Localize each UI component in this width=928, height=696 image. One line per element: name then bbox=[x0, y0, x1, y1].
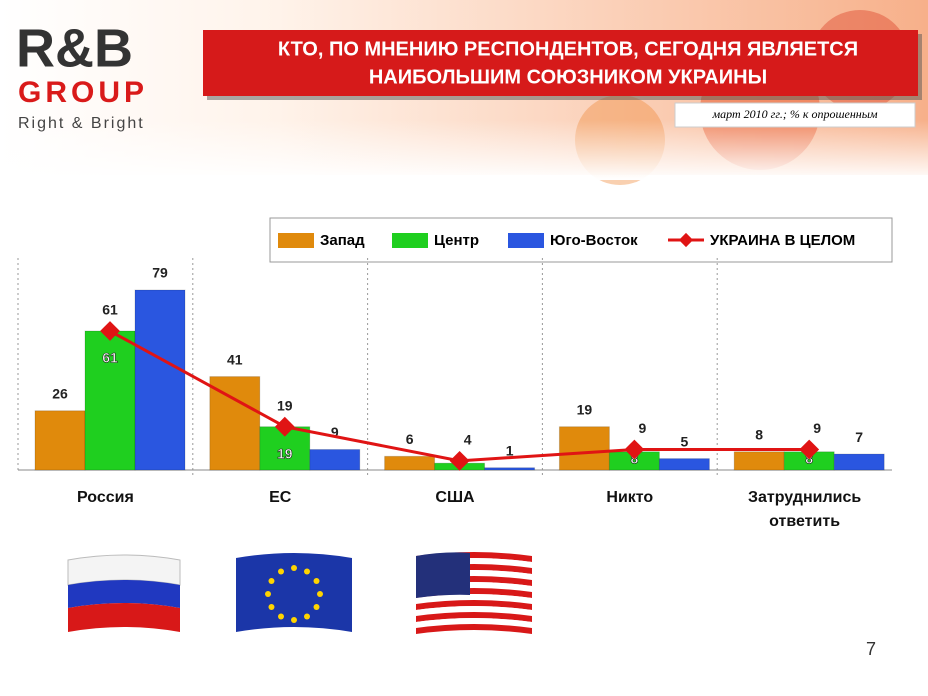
star bbox=[278, 568, 284, 575]
bar bbox=[34, 410, 86, 471]
legend-marker bbox=[678, 232, 694, 248]
legend-label: Запад bbox=[320, 232, 365, 249]
bar bbox=[658, 458, 710, 471]
value-label: 19 bbox=[577, 401, 593, 417]
flag-russia bbox=[67, 554, 181, 632]
category-label: Никто bbox=[606, 489, 654, 506]
stripe bbox=[416, 600, 532, 610]
legend-box bbox=[269, 217, 893, 263]
stripe bbox=[416, 624, 532, 634]
stripe bbox=[416, 618, 532, 628]
title: НАИБОЛЬШИМ СОЮЗНИКОМ УКРАИНЫ bbox=[369, 66, 767, 88]
value-label: 9 bbox=[813, 420, 821, 436]
legend-swatch bbox=[278, 233, 314, 248]
value-label: 26 bbox=[52, 385, 68, 401]
title-banner bbox=[203, 30, 918, 96]
line-marker bbox=[100, 321, 120, 341]
category-label: Россия bbox=[76, 489, 134, 506]
star bbox=[265, 591, 271, 597]
value-label: 9 bbox=[639, 420, 647, 436]
category-label: ЕС bbox=[269, 489, 292, 506]
bar bbox=[733, 451, 785, 471]
line-marker bbox=[799, 439, 820, 460]
flag-usa bbox=[416, 552, 532, 634]
value-label: 6 bbox=[406, 431, 414, 447]
legend-label: УКРАИНА В ЦЕЛОМ bbox=[710, 232, 855, 249]
line-marker bbox=[449, 450, 470, 471]
value-label: 1 bbox=[506, 442, 514, 458]
stripe bbox=[416, 594, 532, 604]
value-label: 19 bbox=[277, 445, 293, 461]
legend-swatch bbox=[508, 233, 544, 248]
legend-label: Юго-Восток bbox=[550, 232, 638, 249]
value-label: 9 bbox=[331, 424, 339, 440]
bar bbox=[309, 448, 361, 471]
star bbox=[291, 565, 297, 571]
note: март 2010 гг.; % к опрошенным bbox=[711, 107, 877, 121]
star bbox=[313, 578, 320, 584]
value-label: 5 bbox=[681, 433, 689, 449]
note-box bbox=[674, 102, 916, 128]
star bbox=[268, 578, 275, 584]
category-label: Затруднились ответить bbox=[747, 489, 862, 530]
category-label: США bbox=[435, 489, 475, 506]
line-marker bbox=[624, 439, 645, 460]
value-label: 61 bbox=[102, 302, 118, 318]
value-label: 7 bbox=[855, 429, 863, 445]
bar bbox=[134, 289, 186, 471]
value-label: 79 bbox=[152, 265, 168, 281]
bar bbox=[484, 467, 536, 471]
star bbox=[304, 613, 310, 620]
logo-group: GROUP bbox=[18, 76, 148, 109]
value-label: 61 bbox=[102, 350, 118, 366]
stripe bbox=[416, 612, 532, 622]
flag-eu bbox=[236, 553, 352, 632]
bar bbox=[209, 376, 261, 471]
value-label: 41 bbox=[227, 351, 243, 367]
star bbox=[268, 604, 275, 610]
star bbox=[304, 568, 310, 575]
logo-tagline: Right & Bright bbox=[18, 115, 145, 132]
canton bbox=[416, 552, 470, 598]
header-fade bbox=[0, 120, 928, 180]
bar bbox=[558, 426, 610, 471]
bar bbox=[833, 453, 885, 471]
star bbox=[278, 613, 284, 620]
legend-label: Центр bbox=[434, 232, 479, 249]
title: КТО, ПО МНЕНИЮ РЕСПОНДЕНТОВ, СЕГОДНЯ ЯВЛ… bbox=[278, 38, 858, 60]
legend-swatch bbox=[392, 233, 428, 248]
value-label: 4 bbox=[464, 432, 472, 448]
page-number: 7 bbox=[866, 639, 876, 659]
value-label: 19 bbox=[277, 397, 293, 413]
bar bbox=[384, 455, 436, 471]
star bbox=[291, 617, 297, 623]
line-marker bbox=[274, 416, 295, 437]
stripe bbox=[416, 606, 532, 616]
star bbox=[317, 591, 323, 597]
star bbox=[313, 604, 320, 610]
value-label: 8 bbox=[755, 426, 763, 442]
logo-brand: R&B bbox=[16, 18, 133, 78]
